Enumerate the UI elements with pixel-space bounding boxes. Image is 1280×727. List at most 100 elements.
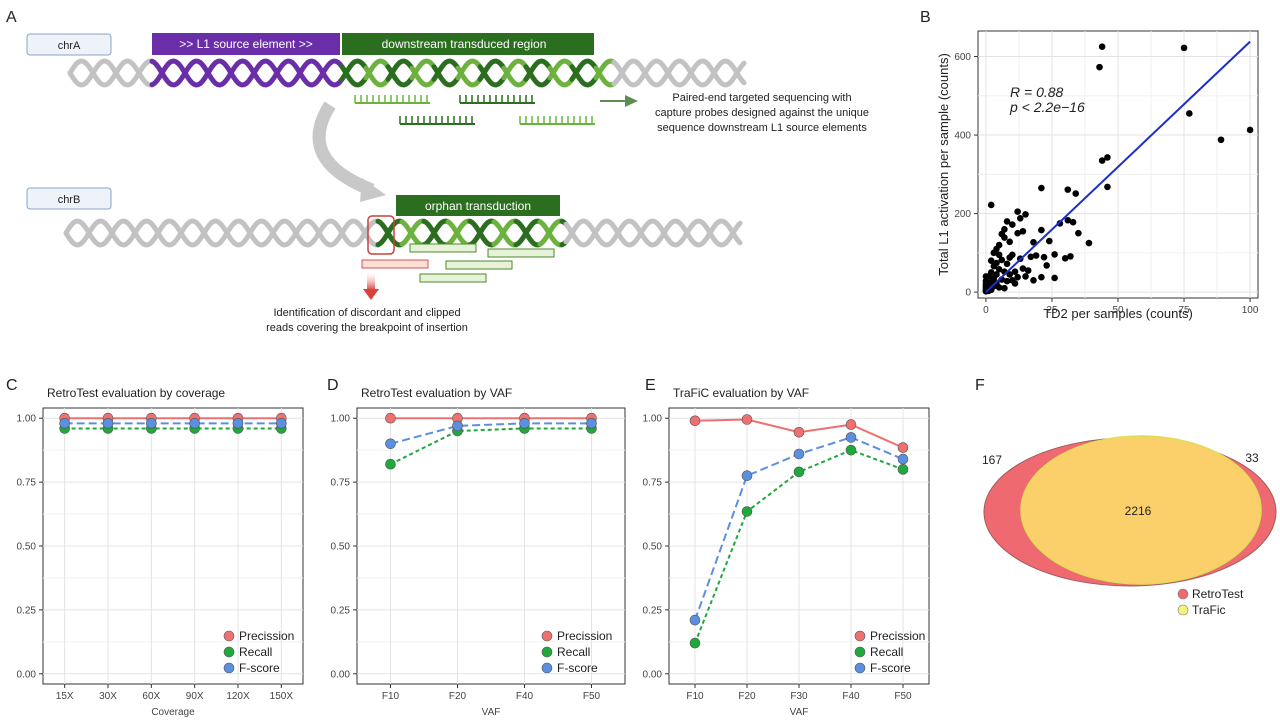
- transduction-arrow-head-icon: [360, 178, 386, 202]
- helix-strand: [409, 65, 437, 88]
- data-point: [59, 418, 70, 429]
- y-tick-label: 0.50: [331, 542, 351, 553]
- scatter-point: [1014, 229, 1021, 237]
- x-tick-label: 60X: [142, 691, 160, 702]
- legend-recall: Recall: [557, 645, 590, 659]
- probe-note-3: sequence downstream L1 source elements: [657, 122, 867, 134]
- scatter-point: [982, 277, 990, 285]
- l1-source-label: >> L1 source element >>: [179, 37, 312, 51]
- legend-marker-fscore: [223, 662, 235, 674]
- data-point: [689, 415, 701, 427]
- x-tick-label: F20: [449, 691, 467, 702]
- panel-e-chart: E TraFiC evaluation by VAF 0.00 0.25 0.50 0.…: [643, 377, 930, 718]
- x-tick-label: F20: [738, 691, 756, 702]
- scatter-point: [1011, 280, 1019, 287]
- scatter-point: [1061, 255, 1069, 262]
- dna-helix-chrB: [63, 218, 743, 248]
- read-3: [445, 260, 513, 270]
- scatter-point: [1051, 274, 1058, 282]
- legend-fscore: F-score: [870, 661, 911, 675]
- scatter-point: [1006, 254, 1013, 261]
- data-point: [189, 418, 200, 429]
- x-tick-label: 0: [983, 305, 989, 316]
- data-point: [741, 414, 753, 425]
- scatter-point: [1096, 63, 1103, 71]
- y-tick-label: 0.75: [17, 478, 37, 489]
- y-tick-label: 1.00: [17, 414, 37, 425]
- data-point: [793, 426, 805, 438]
- probe-note-2: capture probes designed against the uniq…: [655, 107, 869, 119]
- scatter-point: [1217, 136, 1225, 144]
- chart-title: TraFiC evaluation by VAF: [673, 386, 809, 400]
- data-point: [741, 506, 753, 517]
- legend-marker-recall: [223, 646, 235, 658]
- data-point: [385, 412, 396, 424]
- scatter-point: [993, 259, 1000, 267]
- chrA-label-box: [26, 33, 112, 56]
- scatter-point: [1067, 253, 1074, 260]
- x-tick-label: F50: [583, 691, 601, 702]
- chart-title: RetroTest evaluation by coverage: [47, 386, 225, 400]
- x-axis-label: VAF: [482, 707, 501, 718]
- scatter-point: [1085, 239, 1093, 247]
- helix-strand: [513, 218, 543, 248]
- y-tick-label: 0.00: [17, 669, 37, 680]
- chrB-label-box: [26, 187, 112, 210]
- data-point: [845, 419, 857, 430]
- scatter-point: [1038, 273, 1045, 281]
- helix-strand: [513, 218, 543, 248]
- scatter-point: [1186, 110, 1193, 117]
- panel-label-f: F: [975, 377, 985, 394]
- scatter-point: [1040, 253, 1048, 261]
- y-tick-label: 0.25: [331, 605, 351, 616]
- legend-marker-fscore: [854, 662, 866, 674]
- helix-strand: [385, 58, 415, 82]
- scatter-point: [1030, 238, 1037, 246]
- scatter-point: [1022, 273, 1029, 280]
- data-point: [897, 442, 909, 453]
- helix-strand: [569, 58, 599, 82]
- x-tick-label: F40: [516, 691, 534, 702]
- helix-strand: [63, 218, 381, 248]
- reads-note-2: reads covering the breakpoint of inserti…: [266, 322, 468, 334]
- fit-line: [985, 40, 1251, 293]
- scatter-point: [1104, 183, 1111, 191]
- x-tick-label: 100: [1242, 305, 1259, 316]
- downstream-label: downstream transduced region: [382, 37, 547, 51]
- scatter-point: [1246, 126, 1254, 134]
- y-tick-label: 0.75: [331, 478, 351, 489]
- annotation-r: R = 0.88: [1010, 84, 1064, 100]
- y-tick-label: 400: [954, 131, 971, 142]
- scatter-point: [1016, 214, 1024, 222]
- data-point: [897, 453, 909, 465]
- x-tick-label: 150X: [270, 691, 294, 702]
- scatter-point: [1019, 265, 1027, 272]
- y-axis-label: Total L1 activation per sample (counts): [936, 53, 951, 276]
- read-4: [419, 273, 487, 283]
- scatter-point: [1030, 277, 1037, 284]
- probe-note-1: Paired-end targeted sequencing with: [672, 92, 851, 104]
- legend-retrotest: RetroTest: [1192, 587, 1244, 601]
- annotation-p: p < 2.2e−16: [1009, 99, 1085, 115]
- helix-strand: [445, 218, 473, 247]
- panel-label-a: A: [6, 9, 17, 26]
- y-tick-label: 0: [965, 288, 971, 299]
- legend-retrotest-marker: [1177, 588, 1189, 600]
- data-point: [689, 637, 701, 649]
- read-2: [487, 248, 555, 258]
- x-tick-label: 120X: [226, 691, 250, 702]
- scatter-point: [1003, 277, 1011, 285]
- helix-strand: [467, 218, 497, 248]
- panel-label-d: D: [327, 377, 339, 394]
- panel-label-b: B: [920, 9, 931, 26]
- y-tick-label: 0.75: [643, 478, 663, 489]
- capture-probes: [354, 95, 595, 125]
- helix-strand: [375, 218, 405, 248]
- x-axis-label: TD2 per samples (counts): [1043, 306, 1193, 321]
- scatter-point: [1006, 271, 1013, 278]
- helix-strand: [523, 58, 553, 82]
- venn-shared: 2216: [1125, 504, 1152, 518]
- scatter-point: [1046, 237, 1053, 245]
- helix-strand: [537, 219, 565, 248]
- down-arrow-shaft: [367, 270, 375, 290]
